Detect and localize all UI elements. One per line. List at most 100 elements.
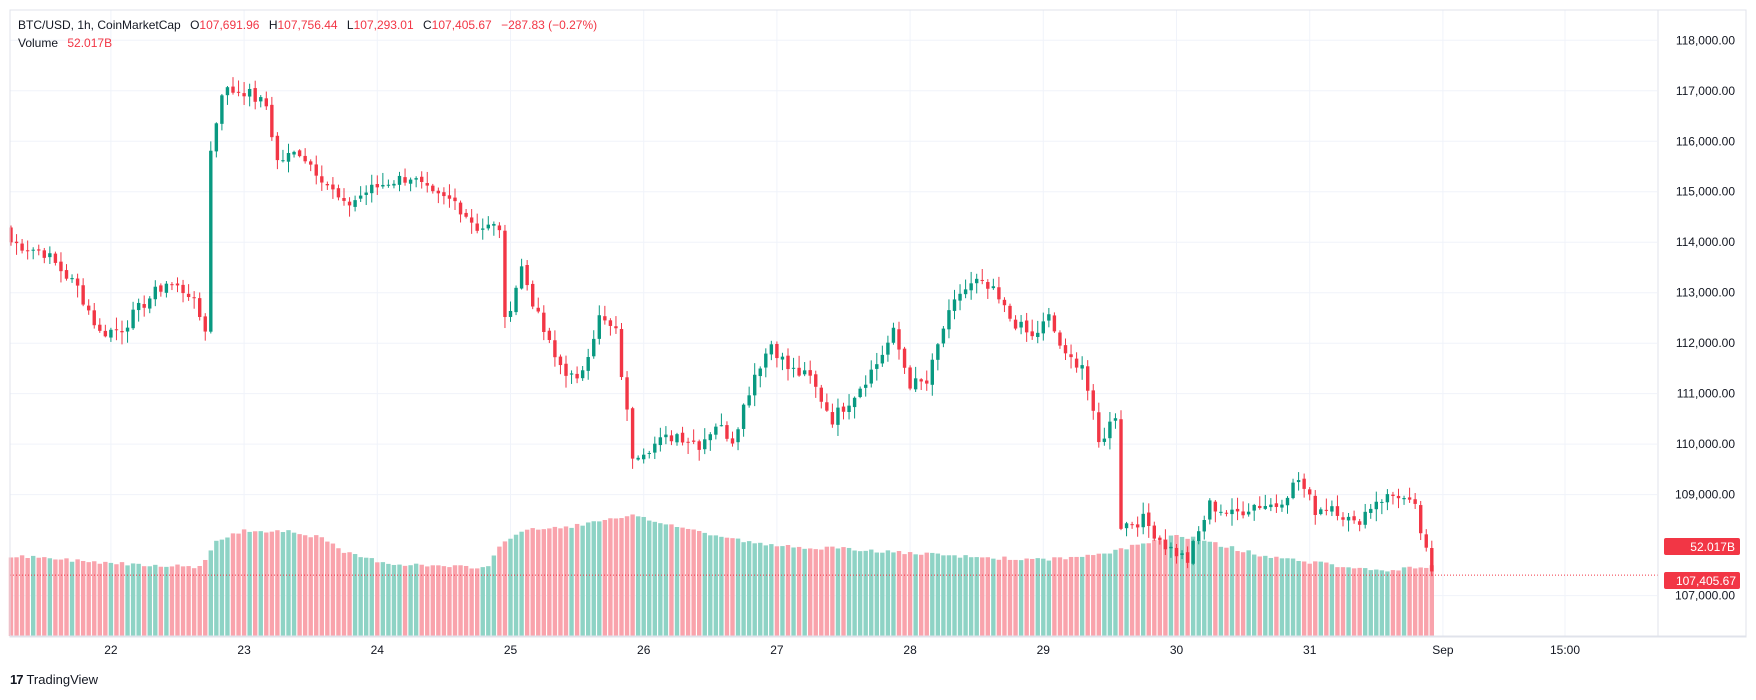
y-tick-label: 116,000.00 (1676, 134, 1735, 148)
volume-bar (874, 552, 879, 636)
candle-body (198, 298, 202, 317)
candle-body (1341, 517, 1345, 520)
volume-bar (919, 554, 924, 636)
volume-bar (1263, 555, 1268, 636)
candle (1041, 312, 1045, 341)
volume-bar (1324, 562, 1329, 636)
candle-body (469, 217, 474, 223)
candle-body (830, 412, 835, 425)
candle-body (170, 284, 174, 286)
candle (897, 321, 901, 360)
candle (181, 279, 185, 303)
candle (336, 184, 341, 201)
candle (331, 177, 335, 199)
candle (114, 317, 119, 341)
time-axis[interactable]: 22 23 24 25 26 27 28 29 30 31 Sep 15:00 (104, 643, 1580, 657)
candle (719, 413, 724, 427)
candle (259, 95, 263, 108)
candle-body (675, 434, 679, 443)
volume-bar (724, 537, 730, 636)
candle-body (309, 161, 313, 165)
chart-legend: BTC/USD, 1h, CoinMarketCap O107,691.96 H… (18, 16, 597, 52)
candle-body (547, 330, 552, 340)
candle (1308, 487, 1312, 501)
volume-bar (1235, 551, 1240, 636)
candle (297, 149, 302, 158)
plot-border (9, 9, 1747, 638)
candle-body (764, 353, 768, 368)
candle (1324, 498, 1329, 516)
candle (1102, 427, 1107, 446)
volume-bar (64, 558, 69, 636)
change-value: −287.83 (−0.27%) (501, 18, 598, 32)
candle (25, 240, 30, 260)
price-axis[interactable]: 118,000.00 117,000.00 116,000.00 115,000.00… (1675, 33, 1735, 602)
candle-body (775, 343, 779, 359)
candle (1086, 360, 1090, 401)
candle (14, 234, 19, 255)
candle (580, 366, 585, 381)
volume-label[interactable]: Volume (18, 36, 59, 50)
volume-bar (225, 537, 230, 636)
candle (1302, 473, 1306, 498)
candle (1319, 507, 1323, 516)
volume-bar (42, 557, 47, 636)
candle (586, 348, 590, 380)
volume-tag: 52.017B (1664, 538, 1740, 555)
candle (1152, 521, 1156, 541)
candle (730, 431, 735, 447)
candle (1230, 498, 1234, 526)
candle-body (1130, 524, 1134, 526)
x-tick-label: 29 (1037, 643, 1051, 657)
candle-body (880, 354, 885, 364)
candle-body (814, 374, 818, 387)
volume-bar (1296, 560, 1301, 636)
candle-body (1385, 494, 1390, 503)
volume-bar (8, 557, 14, 636)
candle-body (614, 326, 618, 329)
candle-body (708, 434, 712, 441)
candle (1024, 312, 1029, 342)
candle-body (913, 378, 918, 390)
candle-body (320, 176, 324, 183)
candle-body (14, 241, 19, 244)
candle-body (1141, 513, 1145, 528)
candle-body (1252, 504, 1256, 511)
volume-bar (941, 555, 946, 636)
candle (1008, 303, 1012, 322)
candle (691, 429, 696, 445)
candle (858, 386, 862, 399)
volume-bar (1285, 558, 1290, 636)
candle-body (519, 266, 524, 289)
candle (819, 384, 823, 409)
candle-body (1063, 345, 1068, 354)
volume-bar (1363, 568, 1368, 636)
volume-bar (203, 559, 208, 636)
candle (1274, 494, 1279, 513)
symbol-label[interactable]: BTC/USD, 1h, CoinMarketCap (18, 18, 181, 32)
candle (408, 177, 413, 192)
candle (841, 402, 846, 420)
y-tick-label: 111,000.00 (1677, 387, 1736, 401)
candle (320, 165, 324, 191)
candle-body (1180, 553, 1184, 555)
volume-bar (408, 565, 413, 636)
volume-value: 52.017B (67, 36, 113, 50)
candle (431, 183, 435, 194)
volume-bar (1068, 556, 1074, 636)
volume-bar (103, 561, 108, 636)
candle-body (758, 368, 762, 377)
candle (1413, 492, 1417, 509)
volume-bar (358, 557, 363, 636)
candle (553, 330, 557, 367)
volume-bar (974, 557, 979, 636)
candle-body (575, 373, 579, 379)
footer-brand[interactable]: 17 TradingView (10, 672, 98, 687)
x-tick-label: 28 (903, 643, 917, 657)
candle (492, 221, 496, 236)
candle-body (186, 293, 191, 298)
volume-bar (1268, 557, 1274, 636)
volume-bar (1274, 556, 1279, 636)
volume-bar (1224, 547, 1229, 636)
